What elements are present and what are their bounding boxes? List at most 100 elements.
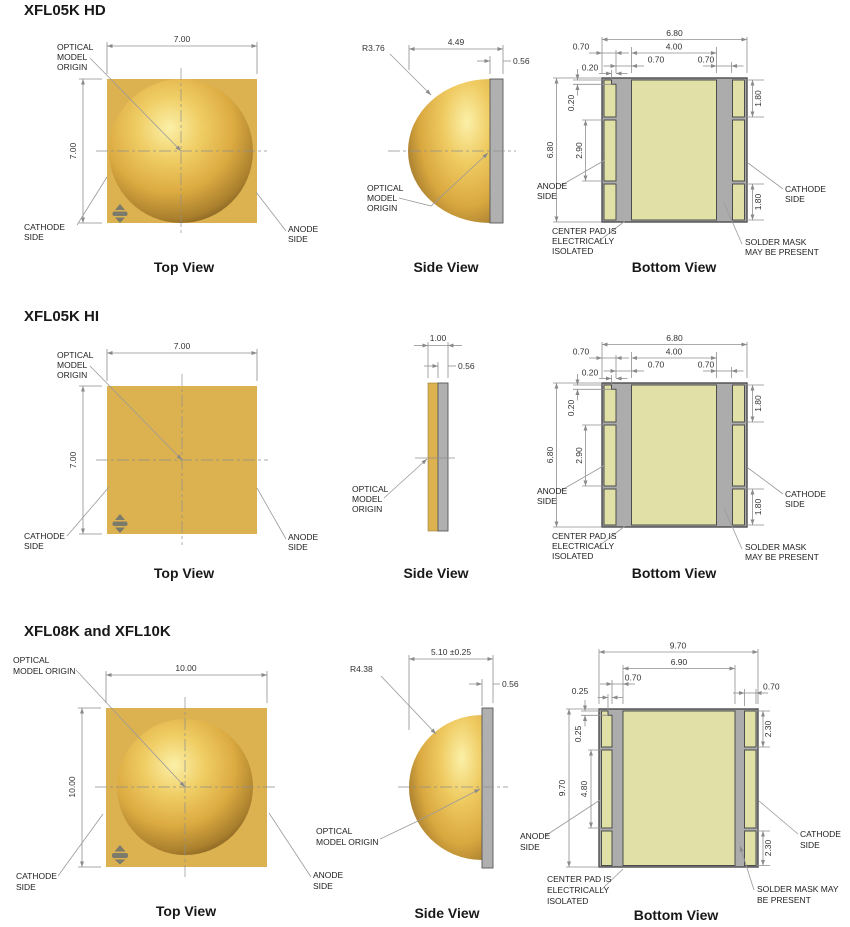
center-lines	[96, 68, 267, 236]
top-view: 7.00 7.00 OPTICAL MODEL ORIGIN CATHODE S…	[24, 34, 319, 275]
dim-mid-pad-height: 4.80	[579, 780, 589, 797]
right-pad-middle	[732, 424, 745, 487]
dim-substrate-label: 0.56	[502, 679, 519, 689]
optical-origin-leader	[379, 788, 481, 840]
anode-leader	[255, 191, 287, 232]
optical-origin-leader	[89, 365, 183, 461]
solder-mask-note: SOLDER MASK MAY BE PRESENT	[757, 884, 839, 905]
svg-text:SIDE: SIDE	[520, 842, 540, 852]
right-pad-bottom	[732, 488, 745, 526]
svg-text:CATHODE: CATHODE	[16, 871, 57, 881]
svg-text:MAY BE PRESENT: MAY BE PRESENT	[745, 552, 819, 562]
dimension-lines	[408, 655, 500, 730]
svg-text:ORIGIN: ORIGIN	[352, 504, 382, 514]
polarity-indicator-icon	[112, 204, 128, 223]
optical-origin-label: OPTICAL MODEL ORIGIN	[57, 350, 94, 380]
bottom-view-caption: Bottom View	[632, 259, 717, 275]
dim-overall-height: 9.70	[557, 779, 567, 796]
center-pad-note: CENTER PAD IS ELECTRICALLY ISOLATED	[552, 226, 617, 256]
dimension-lines	[79, 42, 258, 224]
dimension-lines	[79, 349, 258, 535]
optical-origin-label: OPTICAL MODEL ORIGIN	[57, 42, 94, 72]
svg-text:SIDE: SIDE	[16, 882, 36, 892]
radius-leader	[389, 53, 432, 96]
section-xfl08k-xfl10k: XFL08K and XFL10K 10.00 10.00 OPTICAL MO…	[13, 623, 841, 923]
dome-lens	[408, 79, 490, 223]
section-title: XFL08K and XFL10K	[24, 623, 171, 640]
cathode-leader	[758, 800, 799, 835]
dimension-lines	[408, 45, 511, 74]
svg-text:ORIGIN: ORIGIN	[57, 62, 87, 72]
anode-leader	[544, 799, 601, 837]
bottom-view: 6.80 0.70 4.00 0.70 0.70 0.20 6.80 2.90 …	[537, 28, 826, 275]
dim-width-label: 7.00	[174, 34, 191, 44]
left-pad-top	[603, 79, 617, 118]
svg-text:SOLDER MASK: SOLDER MASK	[745, 237, 807, 247]
dim-substrate-label: 0.56	[513, 56, 530, 66]
left-pad-top	[603, 384, 617, 423]
solder-mask-note: SOLDER MASK MAY BE PRESENT	[745, 542, 819, 562]
dim-notch-height: 0.20	[566, 94, 576, 111]
cathode-side-label: CATHODE SIDE	[785, 489, 826, 509]
optical-origin-leader	[398, 152, 489, 207]
svg-text:MODEL: MODEL	[367, 193, 398, 203]
anode-side-label: ANODE SIDE	[313, 870, 344, 891]
dim-pad-width: 0.70	[573, 347, 590, 357]
dim-bottom-pad-height: 2.30	[763, 839, 773, 856]
svg-text:OPTICAL: OPTICAL	[57, 42, 94, 52]
dim-notch-width: 0.20	[582, 368, 599, 378]
top-view: 7.00 7.00 OPTICAL MODEL ORIGIN CATHODE S…	[24, 341, 319, 581]
dim-height-label: 7.00	[68, 451, 78, 468]
solder-mask-note-leader	[723, 507, 743, 550]
svg-text:CATHODE: CATHODE	[785, 489, 826, 499]
svg-text:CENTER PAD IS: CENTER PAD IS	[547, 874, 612, 884]
left-pad-bottom	[601, 830, 613, 866]
dim-pad-col-width: 0.70	[763, 682, 780, 692]
dim-top-pad-height: 1.80	[753, 395, 763, 412]
cathode-side-label: CATHODE SIDE	[16, 871, 57, 892]
section-title: XFL05K HD	[24, 2, 106, 19]
svg-text:ISOLATED: ISOLATED	[547, 896, 588, 906]
optical-origin-label: OPTICAL MODEL ORIGIN	[352, 484, 389, 514]
dim-height-label: 10.00	[67, 776, 77, 798]
right-pad-top	[732, 384, 745, 423]
dim-center-width: 4.00	[666, 347, 683, 357]
cathode-leader	[747, 162, 784, 190]
dim-gap-right: 0.70	[698, 55, 715, 65]
svg-text:CATHODE: CATHODE	[785, 184, 826, 194]
left-pad-middle	[603, 424, 617, 487]
side-view-caption: Side View	[403, 565, 468, 581]
center-pad	[622, 710, 736, 866]
center-pad-note-leader	[598, 220, 626, 242]
section-xfl05k-hi: XFL05K HI 7.00 7.00 OPTICAL MODEL ORIGIN…	[24, 308, 826, 581]
anode-side-label: ANODE SIDE	[537, 181, 568, 201]
svg-text:CATHODE: CATHODE	[800, 829, 841, 839]
svg-text:ANODE: ANODE	[537, 181, 568, 191]
svg-text:SIDE: SIDE	[537, 191, 557, 201]
anode-leader	[268, 812, 312, 878]
svg-text:CENTER PAD IS: CENTER PAD IS	[552, 226, 617, 236]
cathode-leader	[76, 176, 108, 226]
right-pad-bottom	[732, 183, 745, 221]
dim-overall-height: 6.80	[545, 446, 555, 463]
dim-overall-width: 6.80	[666, 333, 683, 343]
dim-overall-width: 9.70	[670, 641, 687, 651]
svg-text:CATHODE: CATHODE	[24, 531, 65, 541]
dome-lens	[409, 715, 482, 860]
solder-mask-note: SOLDER MASK MAY BE PRESENT	[745, 237, 819, 257]
dim-gap-width: 0.70	[625, 673, 642, 683]
dim-overall-width: 6.80	[666, 28, 683, 38]
svg-text:MODEL: MODEL	[57, 360, 88, 370]
dim-bottom-pad-height: 1.80	[753, 498, 763, 515]
svg-text:SIDE: SIDE	[785, 194, 805, 204]
dimension-lines	[78, 671, 268, 868]
right-pad-top	[744, 710, 757, 748]
dim-width-label: 4.49	[448, 37, 465, 47]
svg-text:SIDE: SIDE	[24, 232, 44, 242]
dimension-lines	[414, 342, 462, 378]
svg-text:ISOLATED: ISOLATED	[552, 551, 593, 561]
center-pad	[631, 79, 717, 221]
dim-gap-left: 0.70	[648, 55, 665, 65]
center-pad-note: CENTER PAD IS ELECTRICALLY ISOLATED	[552, 531, 617, 561]
